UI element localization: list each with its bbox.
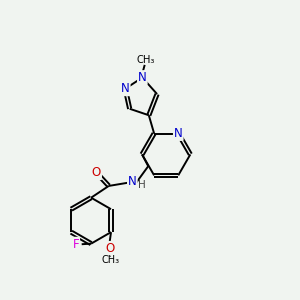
Text: CH₃: CH₃ <box>101 254 119 265</box>
Text: N: N <box>174 127 183 140</box>
Text: O: O <box>92 166 101 179</box>
Text: N: N <box>138 71 147 84</box>
Text: H: H <box>139 180 146 190</box>
Text: N: N <box>128 175 137 188</box>
Text: O: O <box>105 242 114 255</box>
Text: F: F <box>73 238 79 251</box>
Text: CH₃: CH₃ <box>136 55 155 65</box>
Text: N: N <box>121 82 130 95</box>
